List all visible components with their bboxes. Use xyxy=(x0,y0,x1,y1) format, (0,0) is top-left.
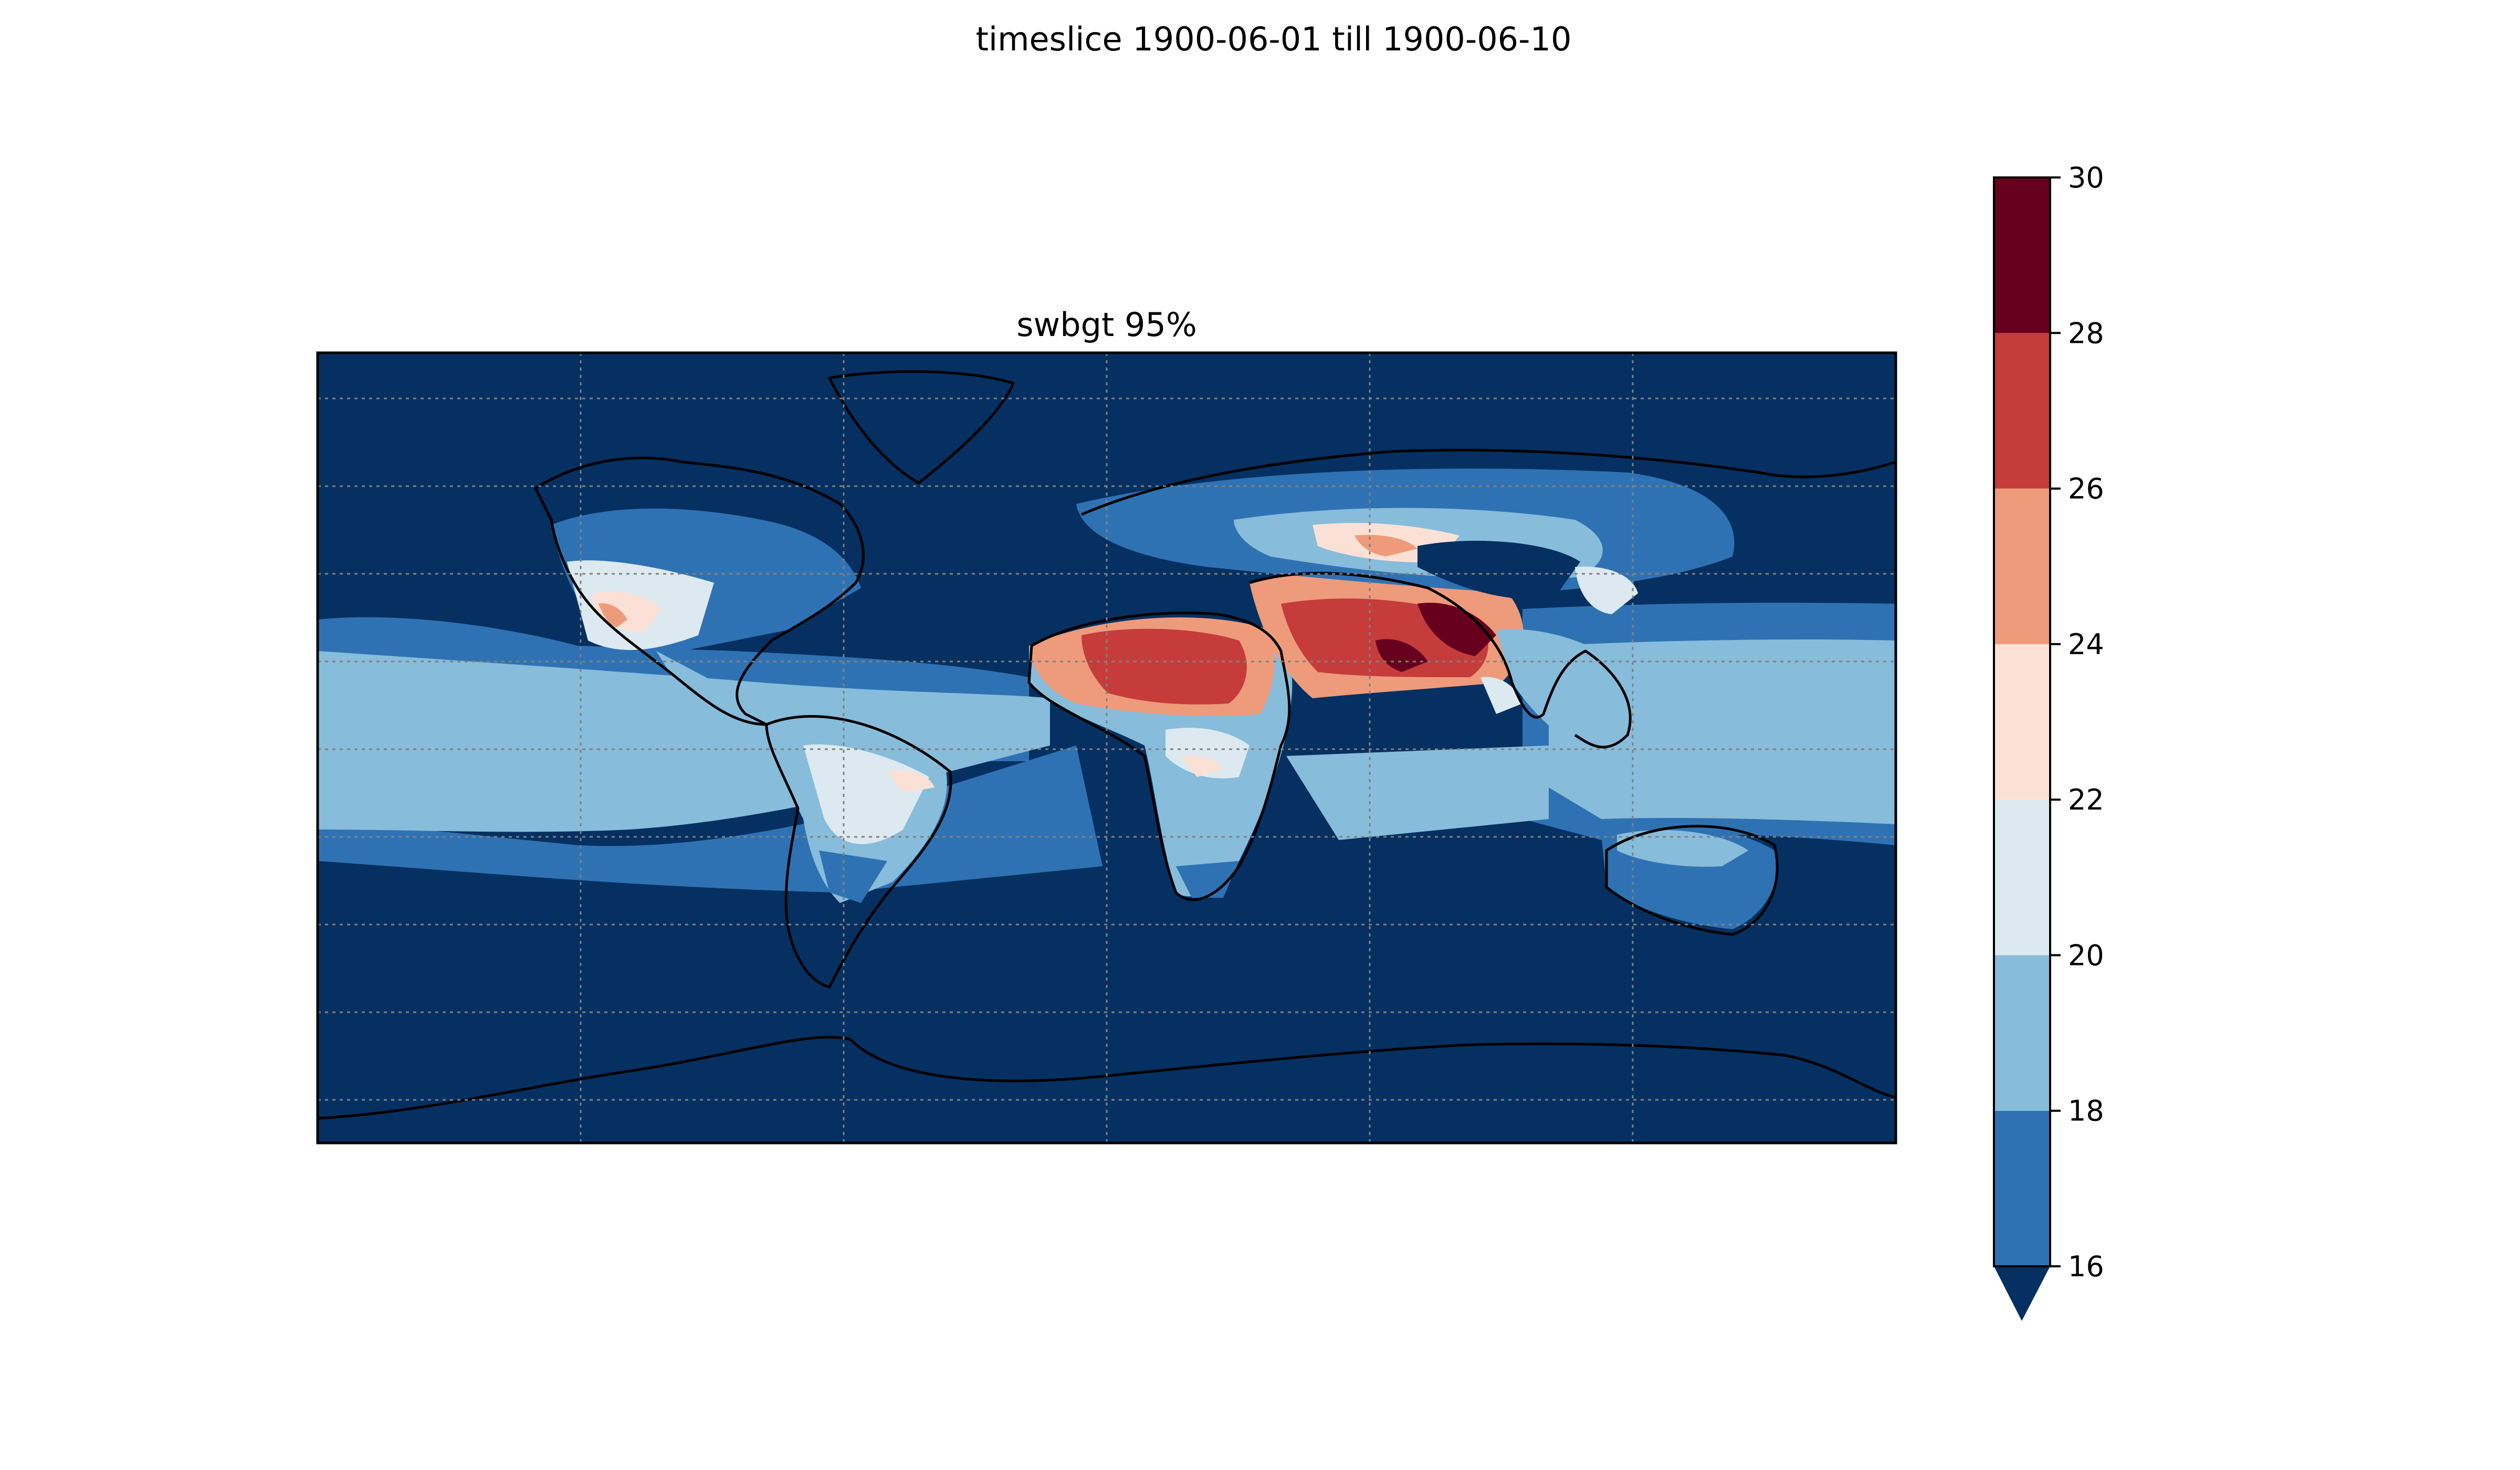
colorbar-tick-label: 16 xyxy=(2068,1250,2104,1283)
land-north-america xyxy=(551,508,861,724)
figure-title: timeslice 1900-06-01 till 1900-06-10 xyxy=(975,20,1572,58)
coast-australia xyxy=(1605,825,1779,936)
map-frame xyxy=(316,351,1897,1144)
coast-south-america xyxy=(765,715,952,989)
colorbar-tick-label: 20 xyxy=(2068,939,2104,972)
colorbar-swatch xyxy=(1994,177,2050,333)
land-south-america xyxy=(766,711,947,903)
coastlines xyxy=(318,370,1896,1120)
colorbar-tick-label: 22 xyxy=(2068,783,2104,816)
coast-greenland xyxy=(828,370,1015,485)
colorbar-extend-arrow xyxy=(1994,1266,2050,1321)
colorbar-swatches xyxy=(1994,177,2050,1266)
map-title: swbgt 95% xyxy=(1016,306,1197,344)
colorbar-tick-label: 28 xyxy=(2068,317,2104,350)
land-africa xyxy=(1029,617,1293,898)
colorbar-swatch xyxy=(1994,488,2050,644)
colorbar-tick-label: 26 xyxy=(2068,472,2104,506)
colorbar-swatch xyxy=(1994,333,2050,489)
colorbar-swatch xyxy=(1994,800,2050,956)
colorbar-tick-label: 18 xyxy=(2068,1095,2104,1128)
colorbar-swatch xyxy=(1994,1110,2050,1266)
coast-africa xyxy=(1027,612,1291,901)
colorbar-frame xyxy=(1993,176,2051,1267)
band-20-indian-ocean xyxy=(1286,746,1549,840)
coast-north-america xyxy=(534,456,865,726)
colorbar-tick-label: 30 xyxy=(2068,161,2104,194)
colorbar-tick-label: 24 xyxy=(2068,628,2104,661)
coast-eurasia xyxy=(1081,448,1896,749)
land-australia xyxy=(1601,826,1777,929)
colorbar-swatch xyxy=(1994,644,2050,800)
coast-antarctica xyxy=(318,1035,1896,1120)
colorbar-swatch xyxy=(1994,955,2050,1111)
gridlines xyxy=(318,353,1896,1143)
colorbar-ticks: 30 28 26 24 22 20 18 16 xyxy=(2050,161,2104,1283)
